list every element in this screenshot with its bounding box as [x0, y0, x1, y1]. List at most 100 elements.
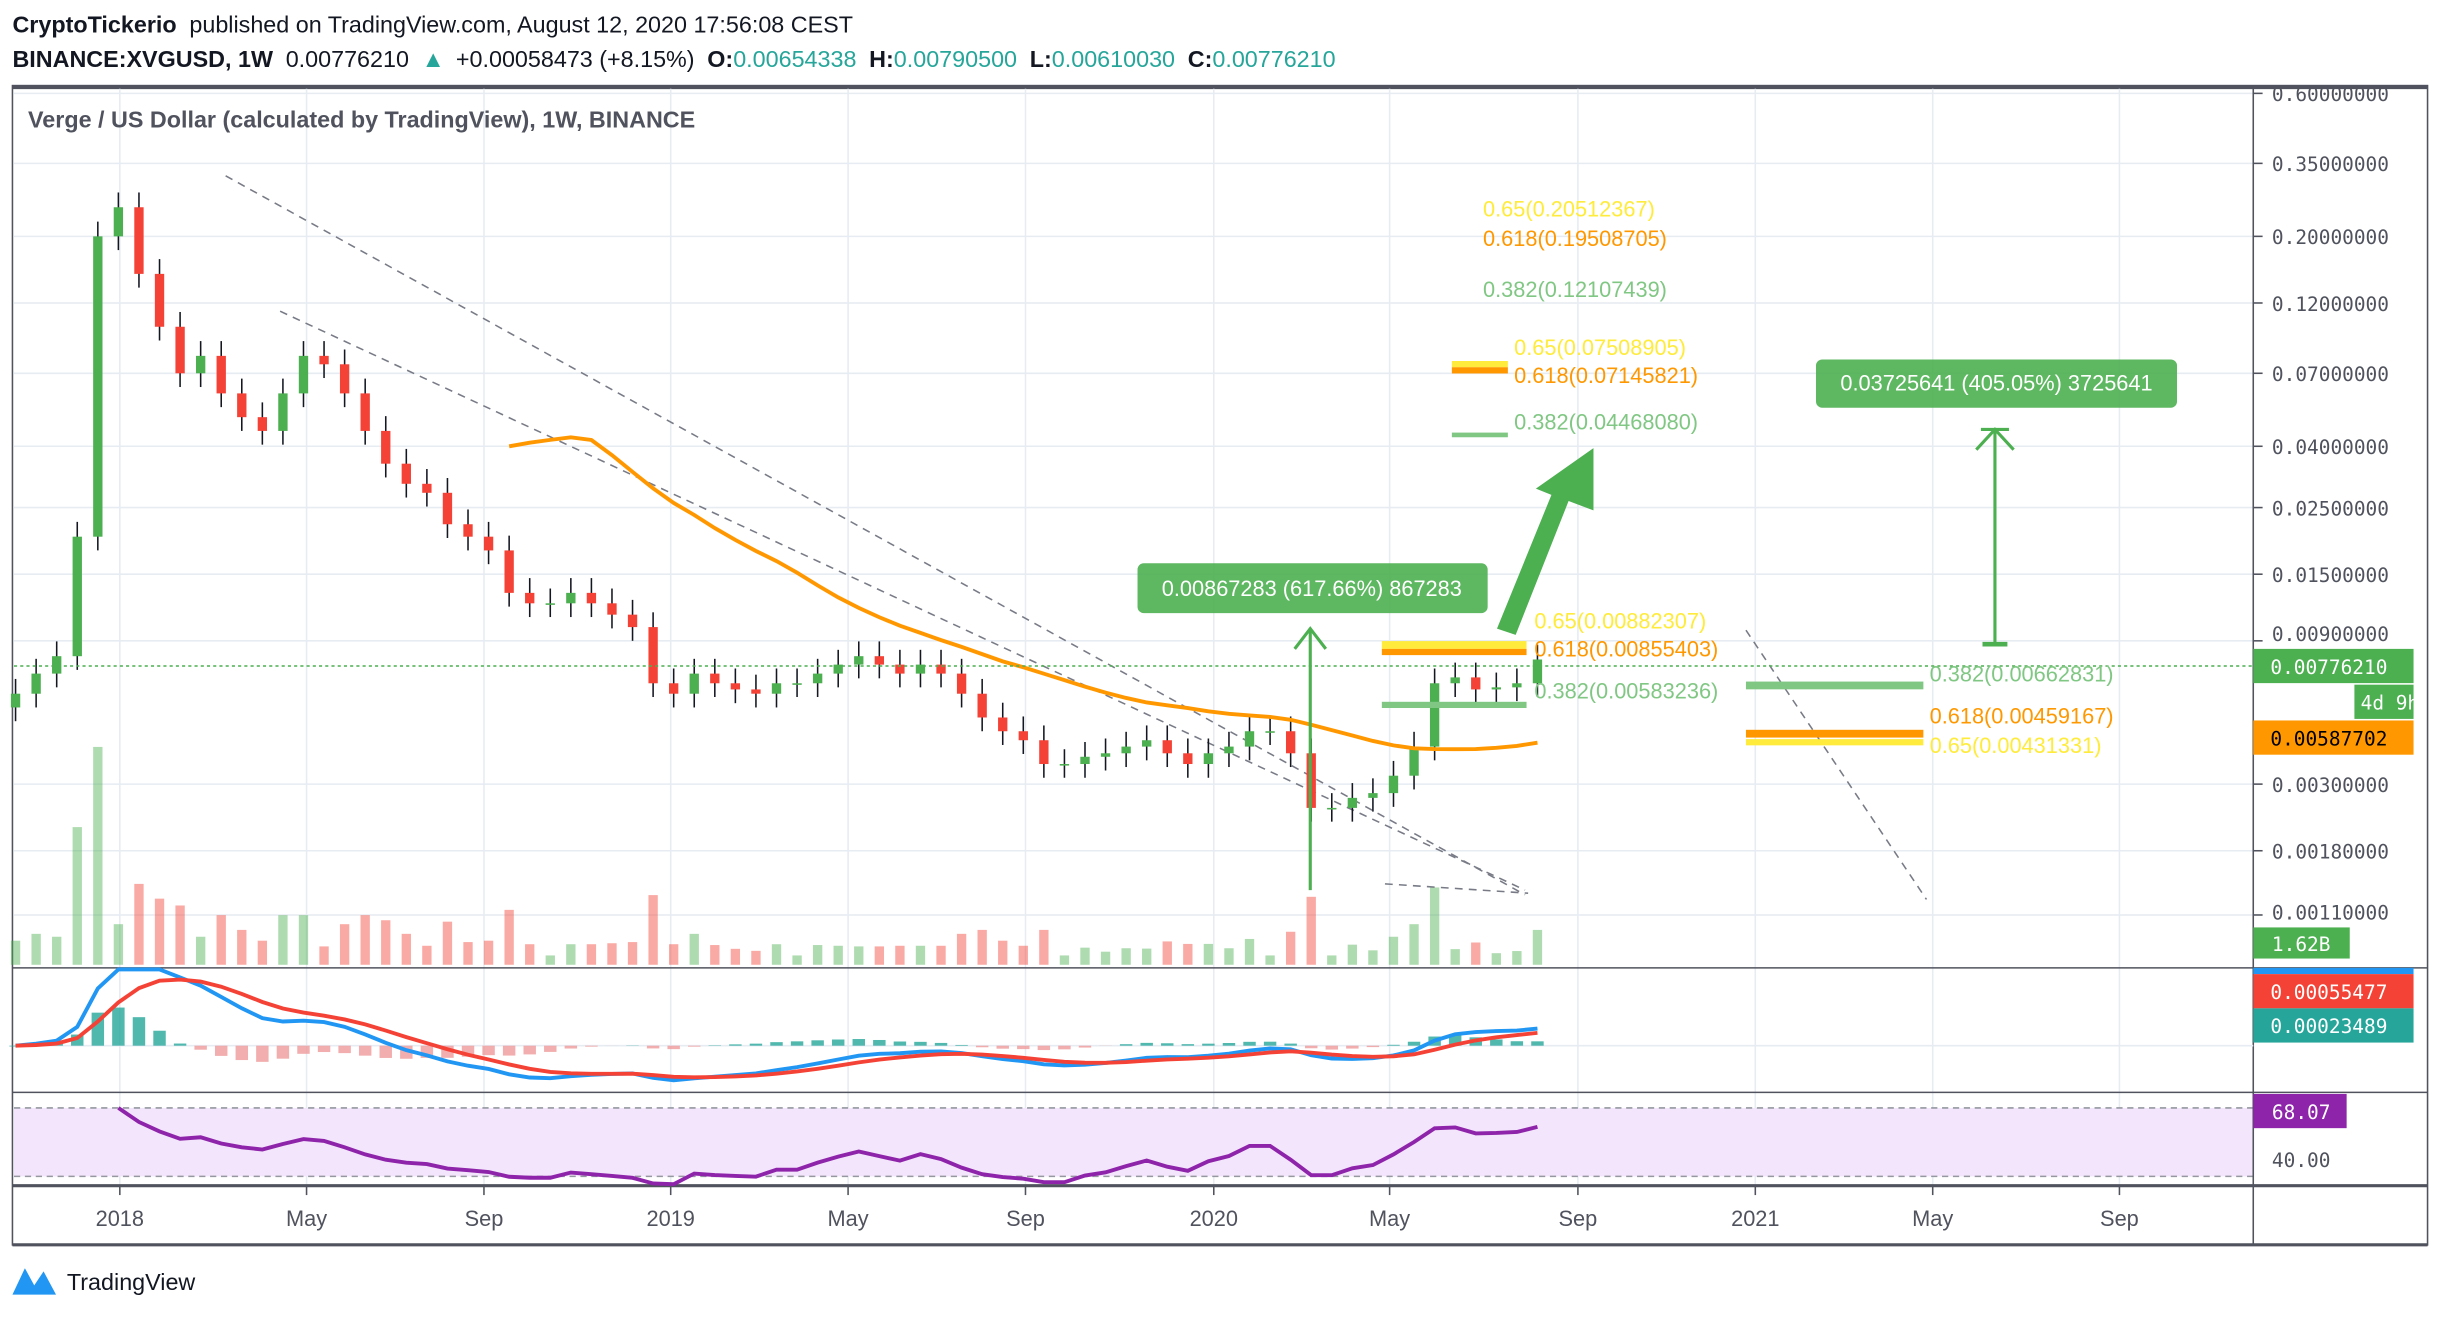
- volume-bar: [771, 944, 782, 965]
- volume-bar: [936, 945, 946, 965]
- rsi-line: [117, 1106, 1538, 1187]
- macd-histogram-bar: [729, 1044, 742, 1046]
- fib-label: 0.618(0.00459167): [1930, 704, 2114, 729]
- price-axis-label: 0.35000000: [2272, 153, 2389, 176]
- time-axis-label: May: [1912, 1206, 1953, 1231]
- volume-bar: [422, 945, 432, 965]
- macd-histogram-bar: [564, 1045, 578, 1049]
- volume-bar: [463, 942, 473, 965]
- price-axis-label: 0.20000000: [2272, 226, 2389, 249]
- macd-histogram-bar: [585, 1045, 598, 1047]
- price-axis-label: 0.04000000: [2272, 436, 2389, 459]
- candle-body: [751, 689, 761, 694]
- trendline-dashed-3[interactable]: [1384, 883, 1529, 894]
- volume-bar: [1347, 944, 1358, 965]
- macd-histogram-bar: [461, 1045, 475, 1057]
- volume-bar: [381, 920, 391, 965]
- candle-body: [1080, 756, 1090, 765]
- fib-retracement-recent[interactable]: 0.65(0.00882307) 0.618(0.00855403) 0.382…: [1381, 609, 1718, 709]
- open-label: O:: [707, 46, 733, 72]
- volume-bar: [977, 929, 987, 965]
- volume-bar: [566, 944, 576, 965]
- candle-body: [874, 656, 885, 665]
- volume-bar: [586, 944, 597, 965]
- trendline-dashed-4[interactable]: [1745, 629, 1928, 900]
- volume-bar: [1285, 931, 1296, 965]
- candle-body: [1265, 731, 1275, 733]
- fib-line: [1745, 681, 1924, 690]
- candle-body: [586, 592, 597, 604]
- macd-histogram-bar: [276, 1045, 290, 1059]
- candle-body: [998, 717, 1008, 732]
- fib-retracement-projection[interactable]: 0.382(0.00662831) 0.618(0.00459167) 0.65…: [1745, 662, 2114, 759]
- macd-histogram-bar: [523, 1045, 536, 1055]
- price-axis-label: 0.00180000: [2272, 841, 2389, 864]
- tradingview-logo[interactable]: TradingView: [12, 1268, 195, 1295]
- macd-histogram-bar: [1119, 1044, 1133, 1046]
- volume-bar: [1121, 948, 1131, 965]
- fib-label: 0.382(0.00583236): [1534, 679, 1718, 704]
- candle-body: [1327, 807, 1337, 810]
- trendline-dashed-2[interactable]: [279, 310, 1526, 891]
- volume-bar: [1429, 887, 1440, 965]
- volume-bar: [1162, 941, 1172, 965]
- measure-label: 0.00867283 (617.66%) 867283: [1162, 576, 1462, 601]
- candle-body: [1429, 683, 1440, 747]
- fib-label: 0.618(0.07145821): [1514, 363, 1698, 388]
- volume-bar: [607, 943, 617, 965]
- volume-bar: [1471, 942, 1481, 965]
- volume-bar: [730, 948, 741, 965]
- last-price: 0.00776210: [286, 46, 409, 72]
- candle-body: [627, 614, 638, 628]
- measure-target-move[interactable]: 0.03725641 (405.05%) 3725641: [1815, 359, 2178, 647]
- time-axis-label: Sep: [2100, 1206, 2139, 1231]
- candle-body: [339, 364, 350, 394]
- candle-body: [1491, 687, 1501, 690]
- time-axis-label: May: [828, 1206, 869, 1231]
- grid: [14, 88, 2254, 1186]
- projection-arrow-icon[interactable]: [1496, 448, 1594, 635]
- candle-body: [915, 664, 926, 674]
- price-axis-label: 0.12000000: [2272, 293, 2389, 316]
- candle-body: [442, 492, 453, 525]
- macd-histogram-bar: [831, 1039, 845, 1046]
- price-axis-label: 0.07000000: [2272, 363, 2389, 386]
- tradingview-logo-icon: [12, 1268, 57, 1295]
- macd-histogram-bar: [1304, 1045, 1318, 1049]
- arrow-up-icon: [1293, 626, 1328, 650]
- measure-past-move[interactable]: 0.00867283 (617.66%) 867283: [1137, 563, 1488, 891]
- trendline-dashed-1[interactable]: [225, 175, 1526, 896]
- candle-body: [545, 603, 555, 605]
- candle-body: [1100, 753, 1111, 757]
- volume-bar: [504, 909, 514, 965]
- fib-line: [1745, 729, 1924, 738]
- macd-histogram-bar: [1531, 1041, 1544, 1046]
- macd-histogram-bar: [811, 1040, 824, 1046]
- macd-histogram-bar: [1407, 1041, 1421, 1046]
- price-axis[interactable]: 0.60000000 0.35000000 0.20000000 0.12000000…: [2253, 83, 2389, 925]
- macd-histogram-bar: [934, 1042, 948, 1046]
- macd-histogram-bar: [1510, 1041, 1524, 1046]
- volume-bar: [833, 945, 843, 965]
- candle-body: [257, 417, 268, 431]
- volume-bar: [812, 945, 823, 965]
- macd-histogram-bar: [9, 1045, 22, 1047]
- macd-histogram-bar: [975, 1045, 989, 1048]
- candle-body: [175, 326, 185, 374]
- macd-histogram-bar: [214, 1045, 228, 1056]
- time-axis[interactable]: 2018 May Sep 2019 May Sep 2020 May Sep 2021 May Sep: [96, 1185, 2139, 1231]
- candle-body: [669, 683, 679, 694]
- candle-body: [381, 430, 391, 464]
- volume-bar: [195, 936, 206, 965]
- volume-bar: [1368, 950, 1378, 965]
- volume-bar: [216, 915, 226, 965]
- macd-histogram-bar: [1490, 1039, 1503, 1046]
- fib-line: [1381, 701, 1527, 709]
- author[interactable]: CryptoTickerio: [12, 12, 176, 38]
- volume-bar: [72, 827, 82, 965]
- macd-histogram-bar: [338, 1045, 351, 1054]
- macd-histogram-bar: [153, 1030, 166, 1046]
- fib-extension-upper[interactable]: 0.65(0.20512367) 0.618(0.19508705) 0.382…: [1451, 196, 1698, 438]
- volume-bar: [915, 945, 926, 965]
